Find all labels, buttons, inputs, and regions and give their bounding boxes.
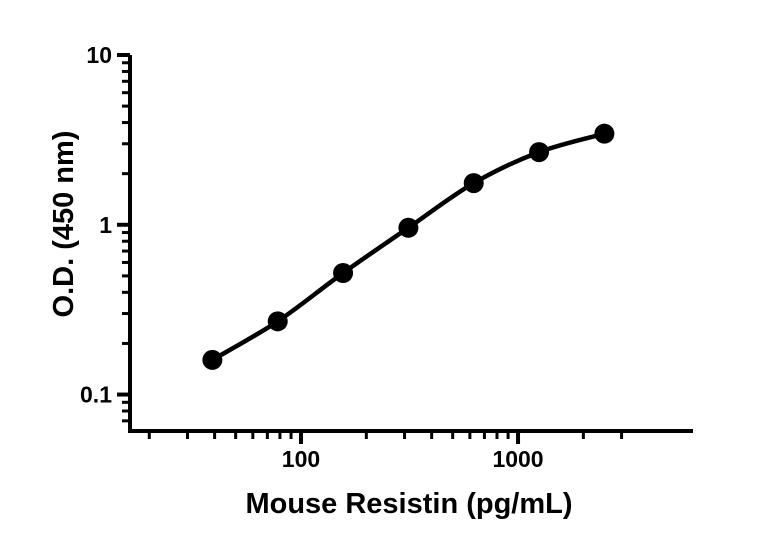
- y-axis-tick-label: 0.1: [80, 382, 112, 408]
- data-point-marker: [398, 217, 419, 238]
- y-axis-title: O.D. (450 nm): [48, 131, 80, 318]
- data-point-marker: [529, 142, 550, 163]
- x-axis-tick-label: 1000: [492, 446, 543, 472]
- data-point-marker: [202, 349, 223, 370]
- axes: [128, 55, 693, 433]
- x-axis-tick-label: 100: [282, 446, 320, 472]
- x-axis-title: Mouse Resistin (pg/mL): [245, 488, 572, 520]
- data-point-marker: [463, 173, 484, 194]
- y-axis-tick-label: 1: [99, 212, 112, 238]
- data-point-marker: [333, 262, 354, 283]
- axis-tick-labels: 10 1 0.1 100 1000: [80, 42, 544, 472]
- axis-ticks: [117, 53, 624, 444]
- data-point-marker: [594, 123, 615, 144]
- axis-spines: [128, 55, 693, 433]
- data-series: [202, 123, 615, 370]
- data-point-marker: [267, 311, 288, 332]
- y-axis-tick-label: 10: [86, 42, 112, 68]
